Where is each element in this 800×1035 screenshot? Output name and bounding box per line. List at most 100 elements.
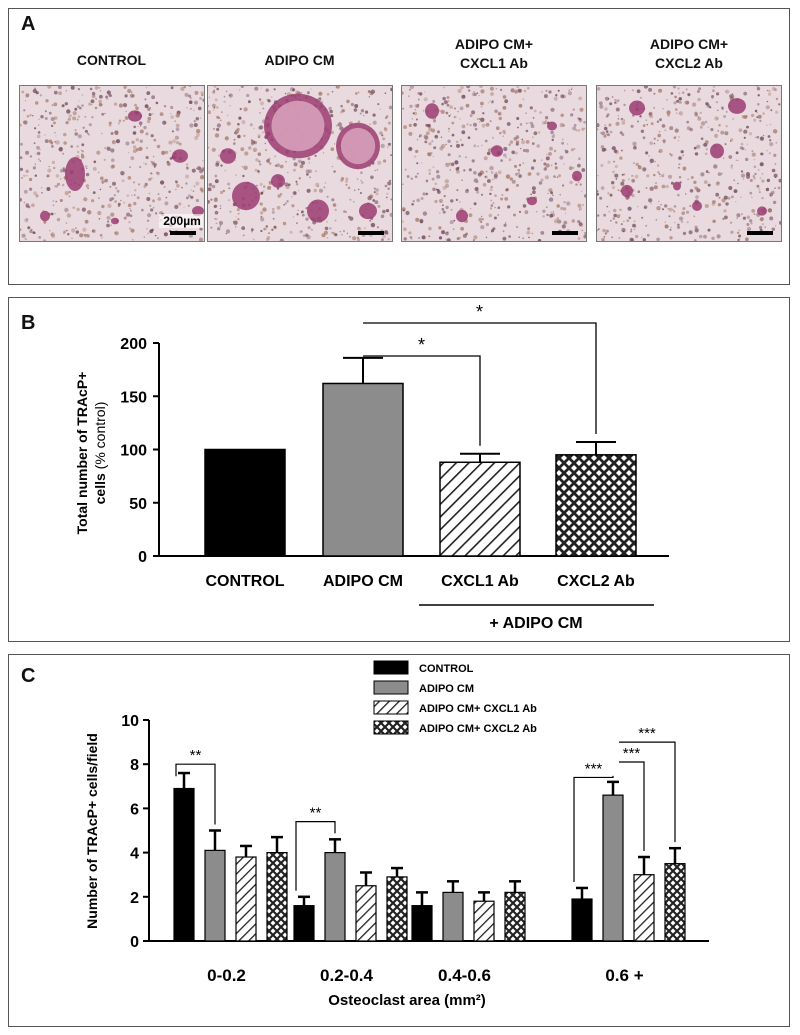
stain-speck	[705, 102, 709, 106]
y-tick-label: 2	[130, 890, 139, 907]
stain-speck	[144, 104, 149, 109]
stain-speck	[774, 176, 777, 178]
stain-speck	[284, 92, 287, 95]
stain-speck	[104, 178, 108, 183]
stain-speck	[499, 88, 503, 92]
stain-speck	[500, 159, 503, 162]
stain-speck	[623, 89, 626, 92]
stain-speck	[455, 140, 459, 144]
stain-speck	[199, 169, 203, 174]
stain-speck	[611, 185, 616, 190]
stain-speck	[346, 99, 350, 104]
stain-speck	[175, 127, 180, 132]
stain-speck	[444, 183, 450, 188]
stain-speck	[148, 192, 151, 195]
stain-speck	[603, 236, 606, 238]
stain-speck	[208, 105, 209, 107]
bar-diagonal-hatch-cat-3	[633, 874, 655, 942]
stain-speck	[145, 132, 149, 136]
stain-speck	[390, 198, 392, 201]
stain-speck	[533, 109, 537, 113]
stain-speck	[39, 94, 43, 97]
stain-speck	[642, 238, 646, 241]
stain-speck	[58, 147, 63, 152]
stain-speck	[644, 206, 647, 209]
stain-speck	[163, 232, 168, 237]
stain-speck	[756, 112, 758, 114]
stain-speck	[298, 159, 302, 164]
stain-speck	[459, 118, 461, 120]
stain-speck	[152, 155, 155, 158]
stain-speck	[163, 105, 167, 108]
significance-label: *	[418, 335, 425, 355]
stain-speck	[343, 210, 346, 213]
stain-speck	[599, 196, 603, 200]
stain-speck	[543, 162, 547, 166]
stain-speck	[456, 237, 460, 241]
stain-speck	[113, 194, 116, 197]
stain-speck	[305, 207, 308, 210]
stain-speck	[82, 227, 87, 232]
stain-speck	[564, 149, 567, 152]
stain-speck	[470, 207, 472, 210]
stain-speck	[418, 237, 421, 239]
stain-speck	[769, 142, 774, 147]
stain-speck	[282, 221, 287, 226]
stain-speck	[694, 225, 698, 229]
stain-speck	[611, 146, 616, 151]
stain-speck	[694, 152, 699, 156]
stain-speck	[357, 188, 360, 191]
stain-speck	[74, 129, 77, 132]
stain-speck	[674, 222, 676, 224]
micrograph-cxcl2	[596, 85, 782, 242]
stain-speck	[81, 150, 84, 153]
stain-speck	[352, 236, 357, 241]
stain-speck	[29, 155, 33, 158]
stain-speck	[705, 170, 709, 173]
stain-speck	[445, 205, 449, 210]
stain-speck	[450, 199, 454, 203]
stain-speck	[613, 213, 617, 218]
stain-speck	[194, 100, 198, 105]
stain-speck	[601, 237, 605, 241]
stain-speck	[725, 202, 729, 206]
stain-speck	[353, 189, 356, 192]
stain-speck	[233, 138, 236, 141]
stain-speck	[416, 162, 419, 165]
stain-speck	[478, 117, 481, 120]
stain-speck	[237, 212, 240, 215]
stain-speck	[764, 226, 766, 228]
stain-speck	[480, 89, 485, 94]
stain-speck	[608, 210, 611, 213]
stain-speck	[156, 144, 161, 149]
stain-speck	[577, 129, 581, 132]
stain-speck	[766, 178, 771, 183]
stain-speck	[423, 134, 428, 139]
stain-speck	[649, 141, 653, 145]
stain-speck	[717, 203, 721, 207]
stained-cell-interior	[340, 127, 376, 165]
stain-speck	[508, 235, 511, 238]
stain-speck	[38, 118, 40, 120]
stain-speck	[138, 183, 141, 186]
stain-speck	[34, 87, 36, 89]
stain-speck	[716, 101, 719, 103]
stain-speck	[664, 204, 668, 208]
stain-speck	[402, 183, 404, 185]
stain-speck	[298, 177, 301, 180]
stain-speck	[103, 158, 106, 161]
stain-speck	[51, 104, 54, 107]
stain-speck	[363, 114, 365, 117]
stain-speck	[370, 175, 374, 180]
stain-speck	[676, 225, 681, 229]
stain-speck	[114, 231, 117, 234]
stain-speck	[150, 172, 153, 175]
stain-speck	[522, 162, 525, 164]
image-label-cxcl2-line-1: ADIPO CM+	[649, 36, 729, 52]
stain-speck	[538, 181, 543, 185]
stain-speck	[494, 206, 496, 209]
stain-speck	[707, 228, 711, 232]
stain-speck	[71, 237, 73, 239]
stain-speck	[170, 115, 174, 119]
stain-speck	[367, 90, 371, 93]
